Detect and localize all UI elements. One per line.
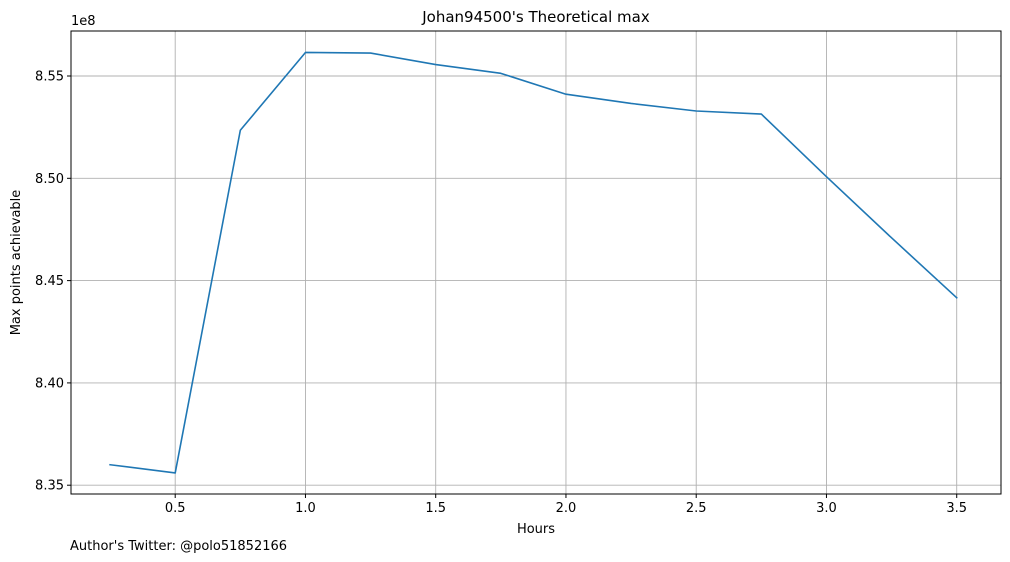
y-tick-label: 8.50	[35, 172, 64, 187]
y-offset-label: 1e8	[71, 14, 96, 29]
y-tick-label: 8.55	[35, 70, 64, 85]
y-axis-label: Max points achievable	[9, 190, 24, 336]
series-layer	[109, 51, 958, 474]
y-tick-label: 8.45	[35, 274, 64, 289]
axis-ticks: 0.5 1.0 1.5 2.0 2.5 3.0 3.5 8.35 8.40 8.45 8.50 8.5…	[35, 70, 967, 516]
y-tick-label: 8.35	[35, 479, 64, 494]
x-tick-label: 2.5	[686, 501, 707, 516]
plot-frame	[70, 30, 1002, 495]
x-tick-label: 3.5	[946, 501, 967, 516]
author-twitter-note: Author's Twitter: @polo51852166	[70, 539, 287, 554]
chart-title: Johan94500's Theoretical max	[421, 8, 650, 26]
x-tick-label: 1.0	[295, 501, 316, 516]
series-line	[109, 51, 958, 474]
x-tick-label: 2.0	[556, 501, 577, 516]
x-tick-label: 3.0	[816, 501, 837, 516]
x-tick-label: 0.5	[165, 501, 186, 516]
x-axis-label: Hours	[517, 522, 555, 537]
y-tick-label: 8.40	[35, 376, 64, 391]
grid	[71, 31, 1001, 494]
x-tick-label: 1.5	[425, 501, 446, 516]
